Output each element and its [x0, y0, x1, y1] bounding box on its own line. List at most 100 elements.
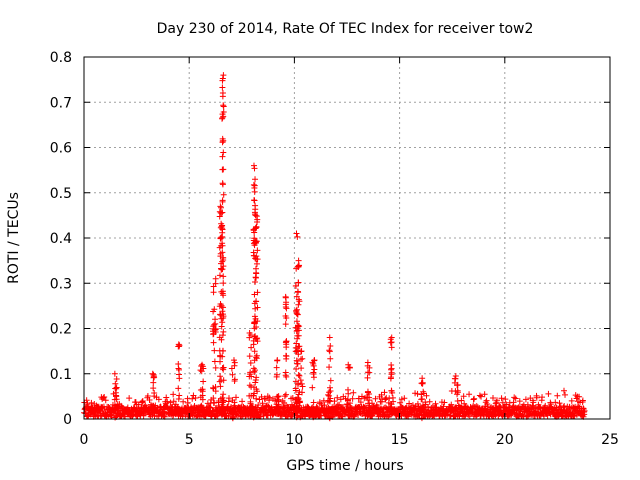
data-point: [510, 399, 517, 406]
data-point: [217, 312, 224, 319]
data-point: [220, 273, 227, 280]
data-point: [420, 388, 427, 395]
data-point: [478, 393, 485, 400]
data-point: [139, 398, 146, 405]
axis-ticks: 0 5 10 15 20 25 0 0.1 0.2 0.3 0.4 0.5 0.6 0.7 0.8: [50, 50, 619, 448]
data-point: [252, 206, 259, 213]
data-point: [176, 392, 183, 399]
data-point: [448, 401, 455, 408]
data-point: [250, 249, 257, 256]
data-point: [111, 396, 118, 403]
data-point: [253, 298, 260, 305]
data-point: [120, 413, 127, 420]
data-point: [163, 394, 170, 401]
data-point: [211, 306, 218, 313]
data-point: [175, 406, 182, 413]
data-point: [364, 374, 371, 381]
data-point: [326, 347, 333, 354]
data-point: [346, 364, 353, 371]
data-point: [545, 390, 552, 397]
data-point: [381, 389, 388, 396]
data-point: [198, 402, 205, 409]
data-point: [311, 366, 318, 373]
data-point: [369, 400, 376, 407]
data-point: [376, 411, 383, 418]
data-point: [310, 360, 317, 367]
data-point: [229, 415, 236, 422]
data-point: [218, 265, 225, 272]
data-point: [217, 353, 224, 360]
data-point: [251, 313, 258, 320]
data-point: [294, 288, 301, 295]
data-point: [199, 386, 206, 393]
data-point: [327, 377, 334, 384]
data-point: [345, 411, 352, 418]
data-point: [218, 234, 225, 241]
data-point: [216, 378, 223, 385]
data-point: [176, 371, 183, 378]
data-point: [293, 306, 300, 313]
data-point: [579, 397, 586, 404]
data-point: [233, 394, 240, 401]
data-point: [378, 391, 385, 398]
data-point: [581, 407, 588, 414]
data-point: [530, 399, 537, 406]
data-point: [211, 321, 218, 328]
data-point: [254, 335, 261, 342]
data-point: [113, 403, 120, 410]
data-point: [554, 392, 561, 399]
data-point: [251, 165, 258, 172]
data-point: [502, 396, 509, 403]
data-point: [309, 410, 316, 417]
data-point: [206, 403, 213, 410]
data-point: [326, 392, 333, 399]
y-tick-label: 0.3: [50, 276, 72, 292]
y-tick-label: 0.7: [50, 95, 72, 111]
data-point: [220, 328, 227, 335]
data-point: [253, 386, 260, 393]
data-point: [218, 288, 225, 295]
data-point: [309, 384, 316, 391]
data-point: [264, 402, 271, 409]
data-point: [419, 379, 426, 386]
data-point: [420, 409, 427, 416]
data-point: [217, 311, 224, 318]
data-point: [220, 166, 227, 173]
data-point: [387, 374, 394, 381]
data-point: [211, 347, 218, 354]
data-point: [248, 407, 255, 414]
data-point: [231, 402, 238, 409]
data-point: [272, 397, 279, 404]
data-point: [414, 400, 421, 407]
data-point: [366, 404, 373, 411]
data-point: [282, 321, 289, 328]
data-point: [144, 392, 151, 399]
data-point: [283, 341, 290, 348]
data-point: [253, 260, 260, 267]
data-point: [197, 367, 204, 374]
data-point: [516, 398, 523, 405]
data-point: [293, 230, 300, 237]
data-point: [231, 403, 238, 410]
data-point: [219, 308, 226, 315]
data-point: [246, 334, 253, 341]
data-point: [283, 305, 290, 312]
data-point: [253, 323, 260, 330]
data-point: [283, 402, 290, 409]
data-point: [220, 149, 227, 156]
data-point: [253, 354, 260, 361]
data-point: [254, 304, 261, 311]
data-point: [346, 407, 353, 414]
data-point: [192, 394, 199, 401]
data-point: [275, 410, 282, 417]
data-point: [297, 348, 304, 355]
y-tick-label: 0.4: [50, 231, 72, 247]
data-point: [170, 391, 177, 398]
data-point: [274, 393, 281, 400]
x-tick-label: 20: [496, 432, 514, 448]
data-point: [146, 397, 153, 404]
data-point: [282, 391, 289, 398]
y-tick-label: 0.8: [50, 50, 72, 66]
data-point: [412, 390, 419, 397]
data-point: [282, 408, 289, 415]
